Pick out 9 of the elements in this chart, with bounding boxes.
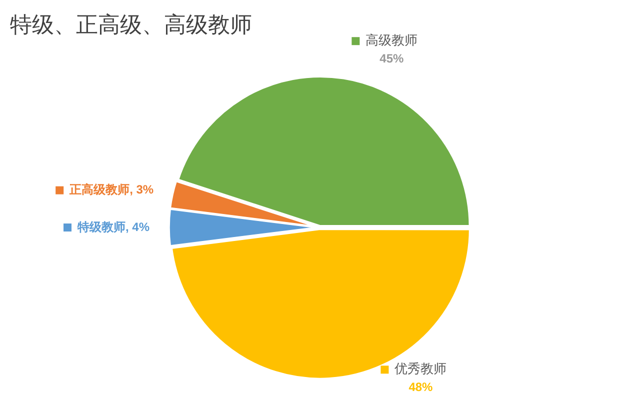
chart-title: 特级、正高级、高级教师 [10, 11, 252, 39]
data-label: 48% [408, 380, 434, 394]
legend-label: 正高级教师 [68, 182, 130, 197]
data-label: 45% [380, 51, 404, 66]
legend-label: 特级教师 [76, 220, 126, 234]
data-label: , 3% [130, 182, 154, 197]
data-label: , 4% [125, 220, 150, 234]
legend-label: 高级教师 [366, 32, 418, 48]
legend-label: 优秀教师 [394, 361, 447, 376]
